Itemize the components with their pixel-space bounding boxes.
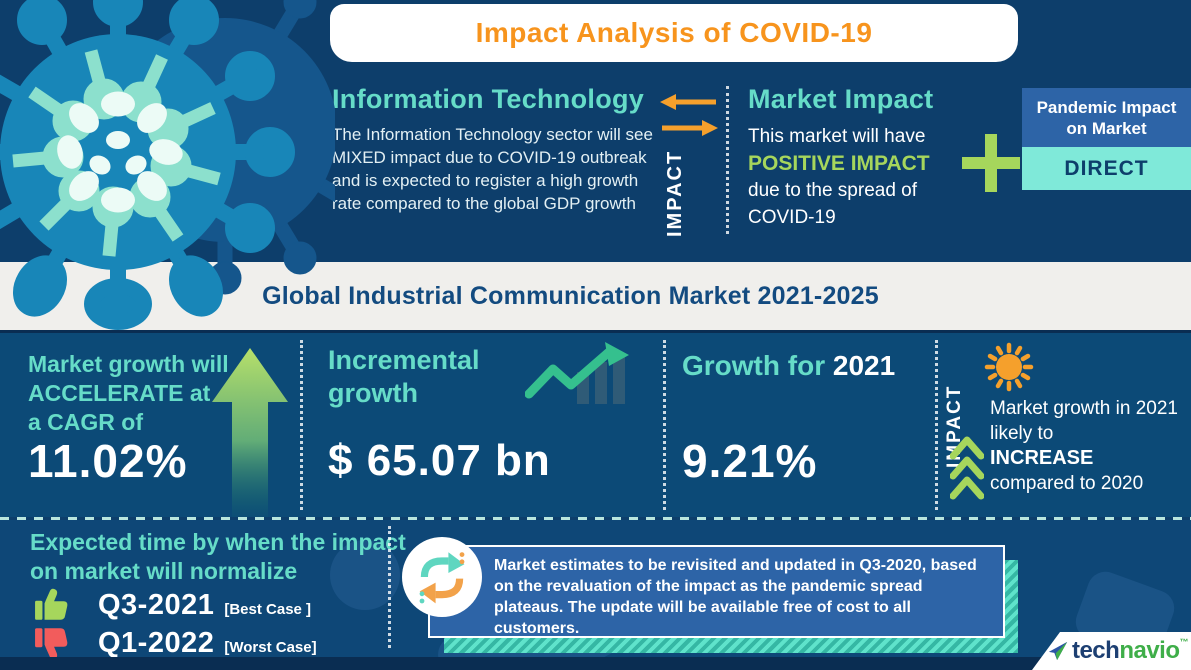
bottom-bar xyxy=(0,657,1191,670)
worst-case-value: Q1-2022 xyxy=(98,626,215,659)
technavio-plane-icon xyxy=(1048,641,1068,661)
technavio-logo: technavio™ xyxy=(1032,632,1191,670)
market-impact-line3: COVID-19 xyxy=(748,207,836,228)
incremental-value: $ 65.07 bn xyxy=(328,436,551,485)
market-impact-title: Market Impact xyxy=(748,84,934,114)
coronavirus-illustration-icon xyxy=(0,0,335,330)
market-impact-line1: This market will have xyxy=(748,126,926,147)
cagr-line2: ACCELERATE at xyxy=(28,380,211,406)
header-banner: Impact Analysis of COVID-19 xyxy=(330,4,1018,62)
thumbs-down-icon xyxy=(35,628,68,660)
impact2021-highlight: INCREASE xyxy=(990,447,1094,469)
direct-impact-box: DIRECT xyxy=(1022,147,1191,190)
increase-chevrons-icon xyxy=(950,436,984,500)
growth2021-value: 9.21% xyxy=(682,435,818,487)
logo-text-navio: navio xyxy=(1119,637,1180,664)
revision-note-box: Market estimates to be revisited and upd… xyxy=(428,545,1005,638)
stats-divider-2 xyxy=(663,340,666,510)
sector-block: Information Technology The Information T… xyxy=(332,84,672,215)
logo-text-tech: tech xyxy=(1071,637,1120,664)
page-title: Impact Analysis of COVID-19 xyxy=(475,17,873,48)
market-impact-highlight: POSITIVE IMPACT xyxy=(748,152,930,175)
impact2021-text: Market growth in 2021 likely to INCREASE… xyxy=(990,396,1190,496)
logo-trademark: ™ xyxy=(1179,637,1189,647)
thumbs-up-icon xyxy=(35,588,68,620)
market-title: Global Industrial Communication Market 2… xyxy=(262,282,879,310)
revision-note-text: Market estimates to be revisited and upd… xyxy=(494,557,977,637)
growth2021-heading: Growth for 2021 xyxy=(682,350,895,382)
impact2021-pre: Market growth in 2021 likely to xyxy=(990,398,1178,444)
stats-divider-3 xyxy=(935,340,938,510)
cagr-line1: Market growth will xyxy=(28,351,229,377)
normalize-title: Expected time by when the impact on mark… xyxy=(30,529,406,584)
plus-icon xyxy=(962,134,1020,192)
virus-sun-icon xyxy=(984,342,1034,392)
worst-case-row: Q1-2022 [Worst Case] xyxy=(34,626,317,660)
cagr-heading: Market growth will ACCELERATE at a CAGR … xyxy=(28,350,229,437)
impact-arrows-icon xyxy=(660,94,718,136)
best-case-row: Q3-2021 [Best Case ] xyxy=(34,588,311,622)
cagr-line3: a CAGR of xyxy=(28,409,143,435)
growth2021-heading-year: 2021 xyxy=(832,350,896,381)
vertical-dotted-divider xyxy=(726,86,729,234)
impact2021-post: compared to 2020 xyxy=(990,473,1144,494)
growth-up-arrow-icon xyxy=(212,348,288,517)
line-chart-icon xyxy=(525,342,629,404)
market-impact-line2: due to the spread of xyxy=(748,180,918,201)
dashed-divider xyxy=(0,517,1191,520)
cagr-value: 11.02% xyxy=(28,435,188,487)
incremental-heading: Incremental growth xyxy=(328,345,480,408)
sector-title: Information Technology xyxy=(332,84,645,114)
stats-divider-1 xyxy=(300,340,303,510)
worst-case-label: [Worst Case] xyxy=(224,638,317,656)
best-case-value: Q3-2021 xyxy=(98,588,215,621)
bottom-dotted-divider xyxy=(388,526,391,648)
direct-impact-value: DIRECT xyxy=(1064,156,1149,180)
market-impact-block: Market Impact This market will have POSI… xyxy=(748,84,983,231)
pandemic-impact-label: Pandemic Impact on Market xyxy=(1036,97,1177,138)
sector-body: The Information Technology sector will s… xyxy=(332,125,653,213)
pandemic-impact-box: Pandemic Impact on Market xyxy=(1022,88,1191,147)
best-case-label: [Best Case ] xyxy=(224,600,312,618)
stats-band xyxy=(0,330,1191,517)
refresh-icon xyxy=(402,537,482,617)
growth2021-heading-pre: Growth for xyxy=(682,350,833,381)
